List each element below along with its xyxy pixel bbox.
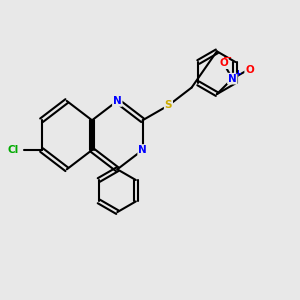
Text: O: O <box>245 65 254 75</box>
Text: O: O <box>219 58 228 68</box>
Text: S: S <box>165 100 172 110</box>
Text: N: N <box>138 145 147 155</box>
Text: N: N <box>228 74 237 84</box>
Text: Cl: Cl <box>7 145 18 155</box>
Text: −: − <box>223 53 232 63</box>
Text: +: + <box>234 69 241 78</box>
Text: N: N <box>113 96 122 106</box>
